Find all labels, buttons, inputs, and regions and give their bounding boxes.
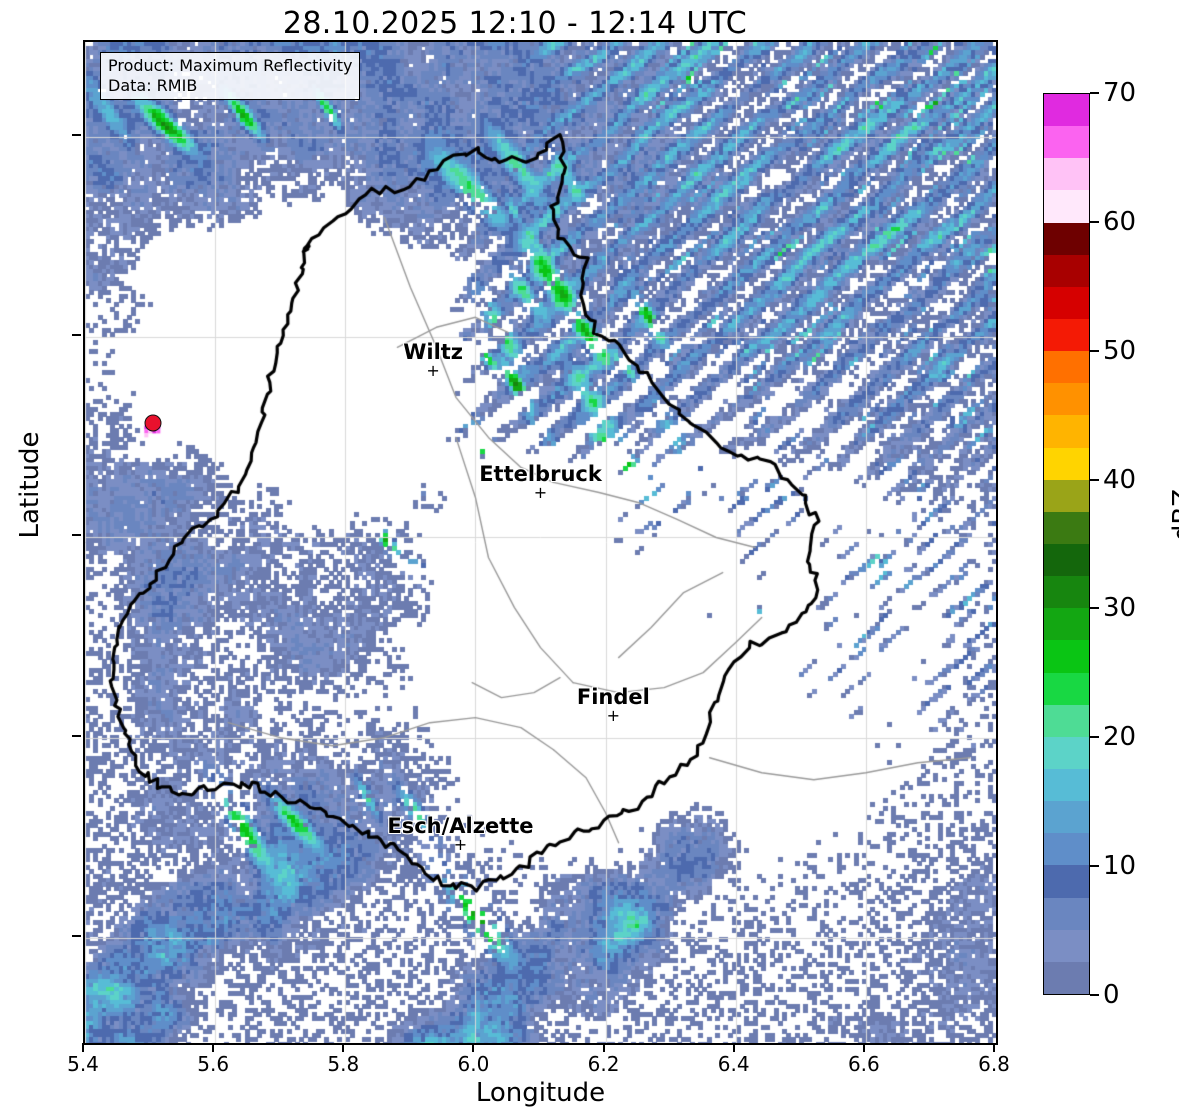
x-tick bbox=[862, 1043, 865, 1052]
x-tick-label-6.2: 6.2 bbox=[587, 1052, 620, 1076]
colorbar-tick-label-60: 60 bbox=[1103, 206, 1137, 237]
colorbar-band-110 bbox=[1044, 254, 1089, 287]
colorbar-tick bbox=[1090, 607, 1099, 610]
y-tick bbox=[72, 334, 81, 337]
colorbar-band-10 bbox=[1044, 897, 1089, 930]
x-tick-label-5.4: 5.4 bbox=[67, 1052, 99, 1076]
colorbar-band-65 bbox=[1044, 544, 1089, 577]
colorbar-tick-label-10: 10 bbox=[1103, 851, 1137, 882]
radar-site-marker[interactable] bbox=[144, 414, 162, 432]
colorbar-band-115 bbox=[1044, 222, 1089, 255]
radar-reflectivity-canvas bbox=[85, 42, 996, 1043]
x-tick-label-5.6: 5.6 bbox=[197, 1052, 230, 1076]
x-tick-label-6.8: 6.8 bbox=[978, 1052, 1010, 1076]
colorbar-band-5 bbox=[1044, 929, 1089, 962]
x-tick bbox=[732, 1043, 735, 1052]
colorbar-tick bbox=[1090, 349, 1099, 352]
x-tick bbox=[602, 1043, 605, 1052]
x-tick-label-6.0: 6.0 bbox=[457, 1052, 490, 1076]
colorbar-band-85 bbox=[1044, 415, 1089, 448]
colorbar-band-45 bbox=[1044, 672, 1089, 705]
colorbar-band-15 bbox=[1044, 865, 1089, 898]
colorbar-band-120 bbox=[1044, 190, 1089, 223]
colorbar-tick-label-30: 30 bbox=[1103, 593, 1137, 624]
y-tick bbox=[72, 134, 81, 137]
colorbar-tick bbox=[1090, 220, 1099, 223]
colorbar-tick bbox=[1090, 994, 1099, 996]
colorbar-tick-label-40: 40 bbox=[1103, 464, 1137, 495]
colorbar-band-35 bbox=[1044, 736, 1089, 770]
colorbar-band-95 bbox=[1044, 351, 1089, 384]
y-axis-label: Latitude bbox=[15, 431, 45, 539]
y-tick bbox=[72, 534, 81, 537]
radar-plot-area[interactable]: Product: Maximum Reflectivity Data: RMIB… bbox=[83, 40, 998, 1045]
colorbar-band-100 bbox=[1044, 319, 1089, 352]
colorbar-band-55 bbox=[1044, 608, 1089, 641]
colorbar-tick bbox=[1090, 478, 1099, 481]
x-tick-label-6.4: 6.4 bbox=[717, 1052, 750, 1076]
x-tick-label-5.8: 5.8 bbox=[327, 1052, 360, 1076]
product-line: Product: Maximum Reflectivity bbox=[108, 56, 353, 75]
colorbar-title: dBZ bbox=[1168, 488, 1179, 542]
colorbar-tick-label-0: 0 bbox=[1103, 980, 1120, 1010]
colorbar-band-50 bbox=[1044, 640, 1089, 673]
colorbar-band-20 bbox=[1044, 833, 1089, 866]
x-tick bbox=[212, 1043, 215, 1052]
colorbar-band-40 bbox=[1044, 704, 1089, 737]
colorbar-band-130 bbox=[1044, 126, 1089, 159]
colorbar-band-135 bbox=[1044, 94, 1089, 127]
y-tick bbox=[72, 734, 81, 737]
x-axis-label: Longitude bbox=[475, 1078, 606, 1108]
page-title: 28.10.2025 12:10 - 12:14 UTC bbox=[282, 6, 748, 41]
x-tick-label-6.6: 6.6 bbox=[847, 1052, 880, 1076]
data-source-line: Data: RMIB bbox=[108, 75, 198, 95]
colorbar-tick-label-50: 50 bbox=[1103, 335, 1137, 366]
colorbar-band-125 bbox=[1044, 158, 1089, 191]
x-tick bbox=[82, 1043, 84, 1052]
y-tick bbox=[72, 934, 81, 937]
colorbar-band-75 bbox=[1044, 479, 1089, 512]
colorbar-band-0 bbox=[1044, 961, 1089, 994]
x-tick bbox=[342, 1043, 345, 1052]
x-tick bbox=[472, 1043, 475, 1052]
colorbar-band-60 bbox=[1044, 576, 1089, 609]
colorbar-tick-label-20: 20 bbox=[1103, 722, 1137, 753]
colorbar-tick bbox=[1090, 92, 1099, 94]
colorbar-band-25 bbox=[1044, 801, 1089, 834]
colorbar-band-105 bbox=[1044, 286, 1089, 320]
colorbar-tick bbox=[1090, 736, 1099, 739]
colorbar-band-70 bbox=[1044, 511, 1089, 545]
x-tick bbox=[993, 1043, 995, 1052]
colorbar-tick-label-70: 70 bbox=[1103, 78, 1137, 108]
product-info-box: Product: Maximum Reflectivity Data: RMIB bbox=[100, 52, 361, 101]
colorbar-band-30 bbox=[1044, 769, 1089, 802]
colorbar-tick bbox=[1090, 865, 1099, 868]
colorbar bbox=[1043, 93, 1090, 995]
colorbar-band-80 bbox=[1044, 447, 1089, 480]
colorbar-band-90 bbox=[1044, 383, 1089, 416]
